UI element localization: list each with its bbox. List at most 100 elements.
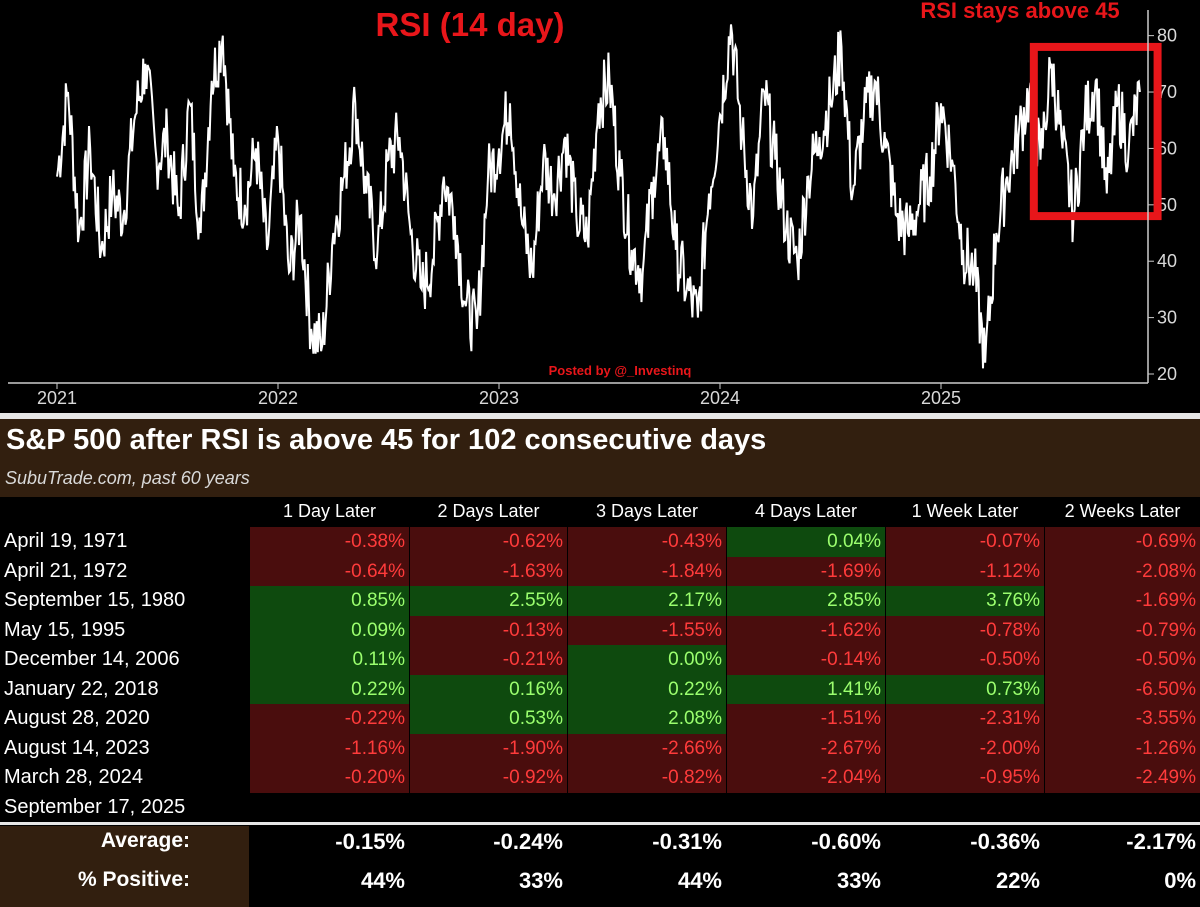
table-title-bar bbox=[0, 419, 1200, 497]
summary-label-panel bbox=[0, 826, 249, 907]
row-date: May 15, 1995 bbox=[4, 619, 126, 641]
table-cell: -0.92% bbox=[410, 763, 567, 793]
table-cell: -0.50% bbox=[886, 645, 1044, 675]
table-cell: -0.22% bbox=[250, 704, 409, 734]
row-date: September 15, 1980 bbox=[4, 589, 186, 611]
y-tick-label: 40 bbox=[1157, 251, 1177, 271]
column-header: 1 Day Later bbox=[282, 501, 377, 521]
table-subtitle: SubuTrade.com, past 60 years bbox=[5, 468, 250, 488]
table-cell: 0.22% bbox=[568, 675, 726, 705]
table-cell: 0.53% bbox=[410, 704, 567, 734]
average-value: -0.36% bbox=[970, 829, 1040, 854]
table-cell: -1.84% bbox=[568, 557, 726, 587]
highlight-box bbox=[1029, 42, 1162, 221]
column-header: 4 Days Later bbox=[754, 501, 858, 521]
positive-value: 33% bbox=[836, 868, 881, 893]
column-header: 1 Week Later bbox=[911, 501, 1019, 521]
table-cell: -0.21% bbox=[410, 645, 567, 675]
average-value: -0.24% bbox=[493, 829, 563, 854]
y-tick-label: 60 bbox=[1157, 138, 1177, 158]
table-cell: 3.76% bbox=[886, 586, 1044, 616]
positive-value: 44% bbox=[677, 868, 722, 893]
average-value: -0.15% bbox=[335, 829, 405, 854]
rsi-series-line bbox=[56, 24, 1141, 369]
summary-panel bbox=[249, 826, 1200, 907]
x-tick-label: 2025 bbox=[921, 388, 961, 408]
table-cell: -0.43% bbox=[568, 527, 726, 557]
table-cell: 0.22% bbox=[250, 675, 409, 705]
table-cell: -2.31% bbox=[886, 704, 1044, 734]
table-cell: -0.07% bbox=[886, 527, 1044, 557]
average-label: Average: bbox=[100, 829, 190, 852]
table-cell: -6.50% bbox=[1045, 675, 1200, 705]
y-tick-label: 50 bbox=[1157, 195, 1177, 215]
rsi-chart-svg: 80 70 60 50 40 30 20 2021 2022 2023 2024 2025 RSI … bbox=[8, 0, 1177, 408]
table-cell: -0.69% bbox=[1045, 527, 1200, 557]
table-cell: 1.41% bbox=[727, 675, 885, 705]
table-cell: -0.38% bbox=[250, 527, 409, 557]
table-cell: 2.08% bbox=[568, 704, 726, 734]
positive-value: 0% bbox=[1164, 868, 1196, 893]
table-cell: -1.63% bbox=[410, 557, 567, 587]
y-tick-label: 20 bbox=[1157, 364, 1177, 384]
table-cell: -1.90% bbox=[410, 734, 567, 764]
table-cell: -0.13% bbox=[410, 616, 567, 646]
table-cell: -0.78% bbox=[886, 616, 1044, 646]
table-cell: -1.16% bbox=[250, 734, 409, 764]
table-cell: 0.85% bbox=[250, 586, 409, 616]
positive-value: 22% bbox=[995, 868, 1040, 893]
row-date: April 19, 1971 bbox=[4, 530, 128, 552]
table-cell: -0.20% bbox=[250, 763, 409, 793]
x-tick-label: 2023 bbox=[479, 388, 519, 408]
table-cell: 2.17% bbox=[568, 586, 726, 616]
table-cell: 2.85% bbox=[727, 586, 885, 616]
row-date: April 21, 1972 bbox=[4, 560, 128, 582]
x-tick-label: 2021 bbox=[37, 388, 77, 408]
table-cell: -1.55% bbox=[568, 616, 726, 646]
table-cell: 0.04% bbox=[727, 527, 885, 557]
table-cell: -2.00% bbox=[886, 734, 1044, 764]
column-header: 2 Days Later bbox=[437, 501, 540, 521]
table-cell: 2.55% bbox=[410, 586, 567, 616]
x-tick-label: 2024 bbox=[700, 388, 740, 408]
table-cell: -2.49% bbox=[1045, 763, 1200, 793]
table-title: S&P 500 after RSI is above 45 for 102 co… bbox=[6, 424, 767, 456]
positive-value: 44% bbox=[360, 868, 405, 893]
table-cell: -2.04% bbox=[727, 763, 885, 793]
column-header: 3 Days Later bbox=[595, 501, 699, 521]
chart-title: RSI (14 day) bbox=[376, 6, 565, 43]
table-cell: -2.08% bbox=[1045, 557, 1200, 587]
column-header: 2 Weeks Later bbox=[1064, 501, 1181, 521]
table-cell: 0.11% bbox=[250, 645, 409, 675]
table-cell: -2.67% bbox=[727, 734, 885, 764]
table-cell: -0.14% bbox=[727, 645, 885, 675]
table-cell: -1.12% bbox=[886, 557, 1044, 587]
table-cell: -0.62% bbox=[410, 527, 567, 557]
average-value: -2.17% bbox=[1126, 829, 1196, 854]
table-cell: -1.69% bbox=[727, 557, 885, 587]
section-divider bbox=[0, 413, 1200, 419]
table-cell: -0.50% bbox=[1045, 645, 1200, 675]
chart-credit: Posted by @_Investinq bbox=[549, 363, 692, 378]
row-date: January 22, 2018 bbox=[4, 678, 159, 700]
table-cell: 0.73% bbox=[886, 675, 1044, 705]
row-date: September 17, 2025 bbox=[4, 796, 186, 818]
average-value: -0.60% bbox=[811, 829, 881, 854]
highlight-annotation: RSI stays above 45 bbox=[920, 0, 1119, 23]
table-cell: -0.82% bbox=[568, 763, 726, 793]
table-cell: -0.95% bbox=[886, 763, 1044, 793]
table-cell: -1.51% bbox=[727, 704, 885, 734]
table-cell: -0.79% bbox=[1045, 616, 1200, 646]
positive-value: 33% bbox=[518, 868, 563, 893]
row-date: December 14, 2006 bbox=[4, 648, 180, 670]
rsi-chart: 80 70 60 50 40 30 20 2021 2022 2023 2024 2025 RSI … bbox=[0, 0, 1200, 413]
row-date: March 28, 2024 bbox=[4, 766, 143, 788]
table-cell: 0.16% bbox=[410, 675, 567, 705]
summary-divider bbox=[0, 822, 1200, 825]
table-cell: 0.09% bbox=[250, 616, 409, 646]
table-cell: -1.26% bbox=[1045, 734, 1200, 764]
row-date: August 28, 2020 bbox=[4, 707, 150, 729]
y-tick-label: 80 bbox=[1157, 26, 1177, 46]
table-cell: 0.00% bbox=[568, 645, 726, 675]
table-cell: -2.66% bbox=[568, 734, 726, 764]
